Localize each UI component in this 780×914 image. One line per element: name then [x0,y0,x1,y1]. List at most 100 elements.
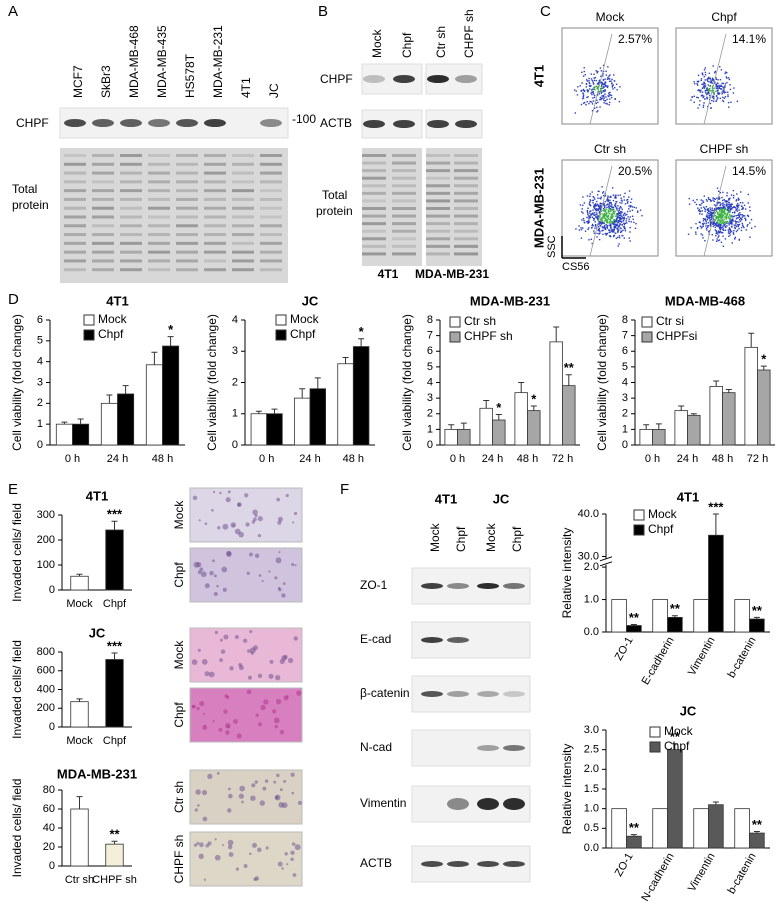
dot [707,209,710,211]
bar [674,410,688,446]
band [392,207,416,210]
band [447,583,469,589]
band [232,250,254,254]
dot [699,225,702,227]
band [392,169,416,173]
dot [617,194,619,197]
dot [595,208,598,210]
cell [198,853,204,860]
dot [611,206,613,208]
dot [616,207,618,210]
dot [735,200,737,202]
dot [607,221,609,224]
dot [600,205,603,208]
dot [724,85,726,87]
error-bar [713,380,720,387]
dot [728,222,730,224]
band [120,154,142,157]
dot [598,211,601,213]
dot [609,205,611,207]
legend-label: Mock [648,507,678,521]
cell [251,783,256,788]
band [92,180,114,184]
dot [718,216,721,218]
band [447,637,469,643]
dot [605,213,608,215]
dot [610,215,612,217]
dot [744,218,747,220]
band [120,180,142,184]
cell [274,724,279,729]
dot [595,102,598,104]
cell [213,591,218,596]
bar [667,616,683,633]
dot [720,241,723,244]
dot [716,221,718,224]
cell [257,673,263,679]
dot [702,217,705,220]
dot [705,227,708,230]
dot [596,205,598,207]
dot [716,222,718,225]
dot [608,75,610,77]
dot [711,217,713,219]
dot [586,212,589,214]
dot [729,206,731,209]
dot [720,223,722,226]
band [426,169,450,173]
dot [598,229,600,231]
dot [700,204,702,206]
dot [607,215,610,217]
dot [718,230,720,232]
dot [721,210,723,213]
dot [717,190,720,193]
dot [717,236,719,238]
dot [729,234,731,236]
y-tick-label: 3 [232,345,238,357]
dot [611,216,613,219]
dot [693,101,695,103]
cell [201,658,208,665]
dot [599,219,602,221]
dot [619,194,622,196]
dot [708,210,710,212]
dot [732,220,735,222]
dot [629,240,631,242]
dot [603,90,605,93]
cell [228,787,231,791]
dot [704,208,707,211]
cell [197,570,202,575]
dot [593,218,596,220]
plot-title: Ctr sh [594,142,626,156]
bar [744,346,758,446]
dot [709,214,712,216]
legend-label: Chpf [664,739,690,753]
dot [605,70,607,72]
dot [703,102,705,104]
dot [611,204,613,206]
dot [610,213,613,215]
dot [717,239,719,242]
cell [290,857,294,861]
dot [715,216,718,218]
dot [727,220,729,223]
dot [614,227,616,229]
dot [601,213,603,215]
dot [718,87,721,89]
band [426,214,450,218]
dot [599,197,601,200]
dot [721,215,724,217]
cell [253,645,259,651]
dot [700,89,702,92]
dot [618,226,620,228]
band [454,237,478,241]
x-tick-label: ZO-1 [613,851,636,879]
plot-title: Chpf [711,10,737,24]
band [260,233,282,237]
dot [588,85,591,87]
dot [719,204,721,207]
dot [600,98,602,101]
dot [729,84,731,86]
band [64,189,86,193]
dot [615,219,617,222]
